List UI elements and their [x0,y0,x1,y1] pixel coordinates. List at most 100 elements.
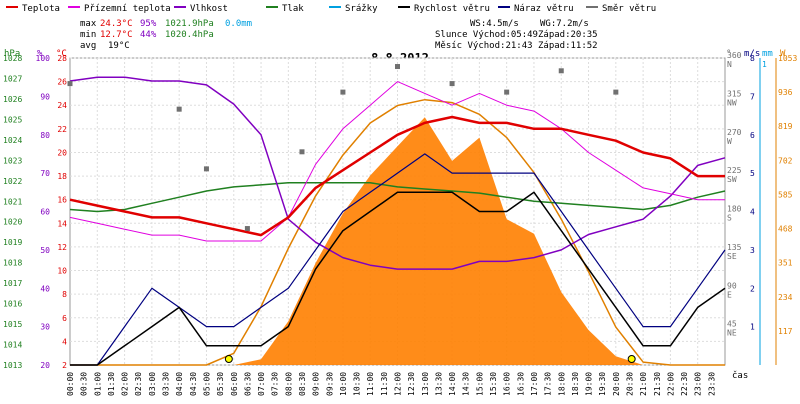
ms-tick-label: 4 [750,208,755,217]
time-tick-label: 15:00 [475,372,484,396]
pct-tick-label: 60 [40,208,50,217]
time-tick-label: 09:00 [312,372,321,396]
pct-tick-label: 30 [40,323,50,332]
legend-label: Srážky [345,4,378,14]
hpa-tick-label: 1017 [3,279,22,288]
legend-label: Tlak [282,4,304,14]
stat-max-rain: 0.0mm [225,19,252,29]
time-tick-label: 02:00 [121,372,130,396]
time-tick-label: 00:30 [80,372,89,396]
hpa-tick-label: 1028 [3,54,22,63]
time-tick-label: 12:00 [394,372,403,396]
pct-tick-label: 100 [36,54,51,63]
ms-tick-label: 7 [750,92,755,101]
time-tick-label: 06:00 [230,372,239,396]
time-tick-label: 13:00 [421,372,430,396]
pct-tick-label: 50 [40,246,50,255]
direction-tick-label: 225 [727,166,742,175]
legend-label: Teplota [22,4,60,14]
time-tick-label: 22:00 [666,372,675,396]
temp-tick-label: 12 [57,243,67,252]
axis-unit-pct: % [37,49,43,59]
time-tick-label: 19:00 [585,372,594,396]
time-tick-label: 11:30 [380,372,389,396]
stat-gust: WG:7.2m/s [540,19,589,29]
time-tick-label: 18:30 [571,372,580,396]
time-tick-label: 15:30 [489,372,498,396]
time-tick-label: 05:30 [216,372,225,396]
time-tick-label: 23:00 [694,372,703,396]
time-tick-label: 17:00 [530,372,539,396]
axis-unit-wm2: W [780,49,786,59]
hpa-tick-label: 1020 [3,218,22,227]
direction-tick-label: 45 [727,320,737,329]
pct-tick-label: 70 [40,169,50,178]
stat-moonset: Západ:11:52 [538,41,598,51]
pct-tick-label: 90 [40,92,50,101]
temp-tick-label: 6 [62,314,67,323]
stat-moon: Měsíc Východ:21:43 [435,41,533,51]
hpa-tick-label: 1013 [3,361,22,370]
hpa-tick-label: 1018 [3,259,22,268]
ms-tick-label: 2 [750,284,755,293]
direction-tick-name: N [727,60,732,69]
direction-tick-label: 90 [727,281,737,290]
sunset-marker [627,355,636,363]
time-tick-label: 01:30 [107,372,116,396]
solar-max-line [70,98,725,366]
sunrise-marker [224,355,233,363]
ms-tick-label: 1 [750,323,755,332]
direction-tick-label: 360 [727,51,742,60]
direction-tick-name: S [727,214,732,223]
temp-tick-label: 8 [62,290,67,299]
time-tick-label: 06:30 [243,372,252,396]
time-tick-label: 07:00 [257,372,266,396]
wm2-tick-label: 936 [778,88,793,97]
legend: Teplota Přízemní teplota Vlhkost Tlak Srážky… [6,4,656,14]
time-tick-label: 09:30 [325,372,334,396]
wm2-tick-label: 1053 [778,54,797,63]
axis-unit-hpa: hPa [4,49,20,59]
time-tick-label: 17:30 [544,372,553,396]
time-tick-label: 10:30 [353,372,362,396]
stat-min-label: min [80,30,96,40]
hpa-tick-label: 1027 [3,74,22,83]
wm2-tick-label: 468 [778,225,793,234]
temperature-line [69,115,725,237]
time-tick-label: 16:00 [503,372,512,396]
time-tick-label: 10:00 [339,372,348,396]
time-tick-label: 11:00 [366,372,375,396]
time-tick-label: 14:30 [462,372,471,396]
hpa-tick-label: 1014 [3,341,22,350]
time-tick-label: 20:30 [626,372,635,396]
hpa-tick-label: 1019 [3,238,22,247]
temp-tick-label: 16 [57,196,67,205]
wm2-tick-label: 351 [778,259,793,268]
wind-direction-point [340,89,346,95]
direction-tick-name: NW [727,98,737,107]
direction-tick-name: NE [727,329,737,338]
axis-unit-ms: m/s [744,49,760,59]
stat-avg-temp: 19°C [108,41,130,51]
ground-temperature-line [69,81,725,242]
time-tick-label: 07:30 [271,372,280,396]
plot-area: 1028102710261025102410231022102110201019… [3,51,797,396]
direction-tick-label: 135 [727,243,742,252]
temp-tick-label: 14 [57,219,67,228]
legend-label: Náraz větru [514,4,574,14]
stat-min-temp: 12.7°C [100,30,133,40]
solar-radiation-area [70,117,725,365]
hpa-tick-label: 1024 [3,136,22,145]
wm2-tick-label: 117 [778,327,793,336]
legend-label: Rychlost větru [414,4,490,14]
ms-tick-label: 3 [750,246,755,255]
time-tick-label: 13:30 [434,372,443,396]
wm2-tick-label: 702 [778,156,793,165]
axis-unit-dir: ° [726,49,731,59]
ms-tick-label: 8 [750,54,755,63]
time-tick-label: 20:00 [612,372,621,396]
time-tick-label: 18:00 [557,372,566,396]
stat-max-hum: 95% [140,19,157,29]
hpa-tick-label: 1026 [3,95,22,104]
